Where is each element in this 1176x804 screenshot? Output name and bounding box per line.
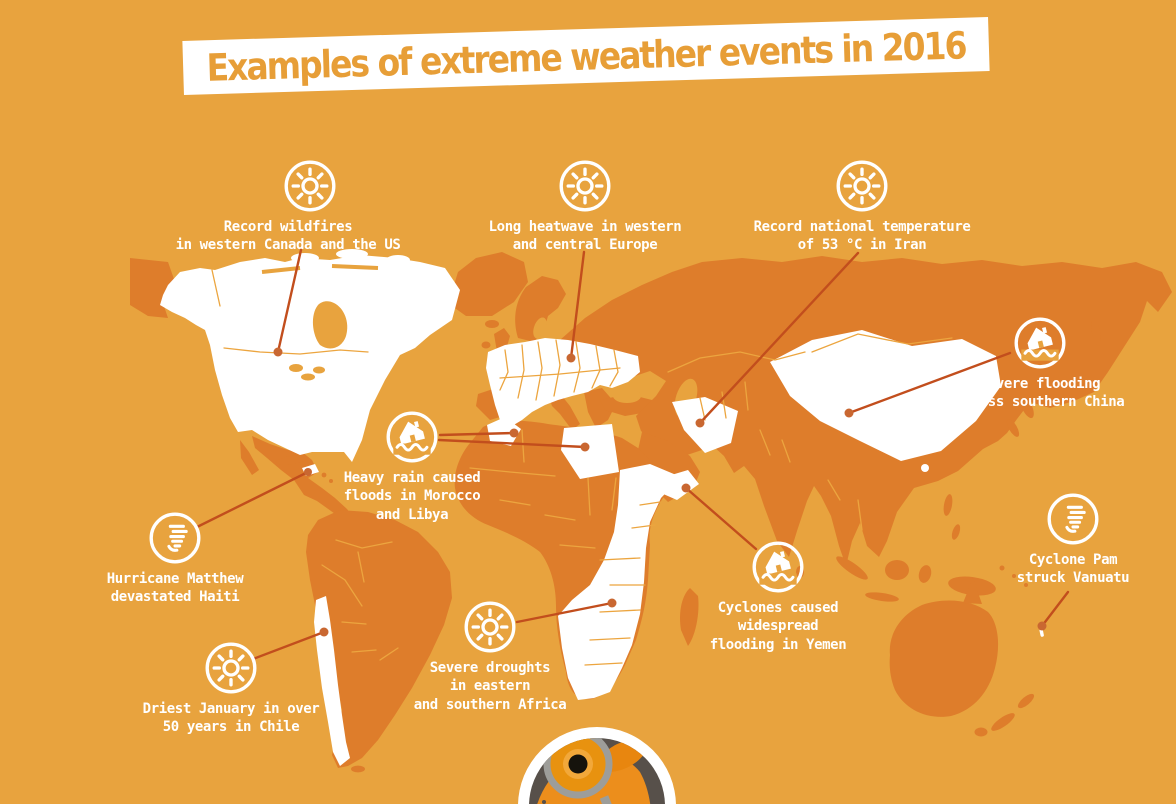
event-callout-cyclone-pam-vanuatu: Cyclone Pam struck Vanuatu bbox=[988, 491, 1158, 588]
event-text-line: Cyclones caused bbox=[717, 600, 839, 616]
event-text-line: devastated Haiti bbox=[110, 589, 240, 606]
connector-lines bbox=[195, 248, 1070, 661]
map-region-madagascar bbox=[680, 588, 699, 646]
event-callout-heatwave-europe: Long heatwave in western and central Eur… bbox=[465, 158, 705, 255]
flood-icon bbox=[384, 409, 440, 465]
event-text-line: floods in Morocco bbox=[343, 488, 481, 505]
event-callout-flooding-china: Severe flooding across southern China bbox=[940, 315, 1140, 412]
event-callout-hurricane-matthew-haiti: Hurricane Matthew devastated Haiti bbox=[75, 510, 275, 607]
map-region-europe-highlight bbox=[486, 338, 640, 426]
map-region-libya-highlight bbox=[561, 424, 619, 479]
map-region-australia bbox=[889, 600, 999, 717]
event-callout-cyclones-yemen: Cyclones caused widespread flooding in Y… bbox=[683, 539, 873, 654]
chameleon-mascot-icon bbox=[518, 727, 676, 804]
map-region-scandinavia bbox=[515, 276, 566, 342]
map-region-morocco-highlight bbox=[487, 417, 521, 446]
event-text-line: across southern China bbox=[955, 394, 1125, 411]
flood-icon bbox=[1012, 315, 1068, 371]
map-hudson-bay bbox=[261, 264, 379, 381]
map-region-south-america bbox=[306, 510, 452, 768]
event-text-line: in western Canada and the US bbox=[175, 237, 401, 254]
map-region-iran-highlight bbox=[672, 397, 738, 453]
sun-icon bbox=[462, 599, 518, 655]
event-text-line: Record wildfires bbox=[223, 219, 353, 235]
event-text-line: flooding in Yemen bbox=[709, 636, 847, 653]
map-dots bbox=[273, 347, 1047, 637]
event-text-line: 50 years in Chile bbox=[162, 719, 300, 736]
map-region-china-highlight bbox=[770, 330, 1001, 461]
map-region-east-south-africa-highlight bbox=[558, 464, 681, 700]
event-text-line: and central Europe bbox=[512, 237, 658, 254]
cyclone-icon bbox=[147, 510, 203, 566]
sun-icon bbox=[282, 158, 338, 214]
event-text-line: Severe droughts bbox=[429, 660, 551, 676]
sun-icon bbox=[203, 640, 259, 696]
sun-icon bbox=[834, 158, 890, 214]
event-text-line: in eastern bbox=[449, 678, 531, 695]
event-text-line: and southern Africa bbox=[413, 696, 567, 713]
event-text-line: Cyclone Pam bbox=[1028, 552, 1118, 568]
event-text-line: Heavy rain caused bbox=[343, 470, 481, 486]
map-region-north-america-highlight bbox=[160, 255, 460, 462]
map-region-chukotka bbox=[130, 258, 175, 318]
event-text-line: widespread bbox=[737, 618, 819, 635]
event-text-line: Record national temperature bbox=[753, 219, 971, 235]
event-callout-droughts-africa: Severe droughts in eastern and southern … bbox=[385, 599, 595, 714]
flood-icon bbox=[750, 539, 806, 595]
map-highlighted-countries bbox=[160, 249, 1044, 766]
event-callout-driest-january-chile: Driest January in over 50 years in Chile bbox=[116, 640, 346, 737]
map-region-greenland bbox=[450, 252, 528, 316]
event-text-line: of 53 °C in Iran bbox=[797, 237, 927, 254]
event-text-line: struck Vanuatu bbox=[1016, 570, 1130, 587]
map-region-mexico bbox=[252, 436, 353, 521]
sun-icon bbox=[557, 158, 613, 214]
event-callout-floods-morocco-libya: Heavy rain caused floods in Morocco and … bbox=[317, 409, 507, 524]
map-region-chile-highlight bbox=[314, 596, 350, 766]
event-text-line: Driest January in over bbox=[142, 701, 320, 717]
event-text-line: Hurricane Matthew bbox=[106, 571, 244, 587]
map-borders bbox=[211, 269, 953, 666]
event-text-line: Severe flooding bbox=[979, 376, 1101, 392]
event-text-line: and Libya bbox=[375, 506, 449, 523]
event-callout-wildfires-canada-us: Record wildfires in western Canada and t… bbox=[163, 158, 413, 255]
event-text-line: Long heatwave in western bbox=[488, 219, 682, 235]
cyclone-icon bbox=[1045, 491, 1101, 547]
event-callout-record-temp-iran: Record national temperature of 53 °C in … bbox=[742, 158, 982, 255]
